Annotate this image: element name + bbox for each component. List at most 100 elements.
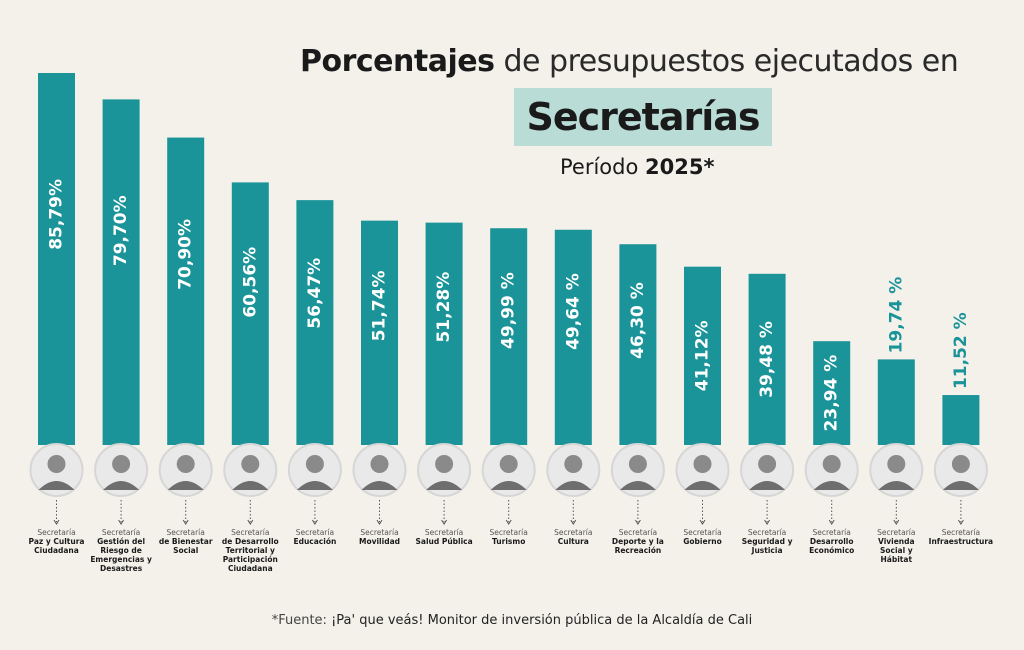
category-prefix-11: Secretaría: [748, 528, 786, 537]
connector-arrow-4: [311, 519, 318, 525]
category-prefix-3: Secretaría: [231, 528, 269, 537]
category-label-3-3: Ciudadana: [228, 564, 273, 573]
category-label-4-0: Educación: [293, 537, 336, 546]
title-highlight-box: [514, 88, 772, 146]
chart-subtitle: Período 2025*: [560, 155, 760, 179]
category-label-1-1: Riesgo de: [100, 546, 141, 555]
value-label-4: 56,47%: [305, 258, 325, 329]
bar-11: [748, 273, 786, 445]
avatar-head-3: [241, 455, 260, 473]
avatar-head-2: [176, 455, 195, 473]
avatar-body-1: [103, 481, 140, 490]
avatar-body-0: [38, 481, 75, 490]
value-label-11: 39,48 %: [757, 321, 777, 398]
source-text: ¡Pa' que veás! Monitor de inversión públ…: [331, 613, 753, 628]
category-label-1-2: Emergencias y: [90, 555, 152, 564]
connector-arrow-10: [699, 519, 706, 525]
title-bold-word: Porcentajes: [300, 44, 495, 79]
bar-9: [619, 244, 657, 445]
value-label-3: 60,56%: [240, 247, 260, 318]
source-prefix: *Fuente:: [271, 613, 332, 628]
category-label-6-0: Salud Pública: [415, 537, 472, 546]
value-label-10: 41,12%: [693, 320, 713, 391]
value-label-12: 23,94 %: [822, 355, 842, 432]
value-label-8: 49,64 %: [563, 273, 583, 350]
category-prefix-6: Secretaría: [425, 528, 463, 537]
avatar-body-5: [361, 481, 398, 490]
bar-13: [877, 359, 915, 445]
category-label-3-2: Participación: [223, 555, 278, 564]
bar-3: [231, 182, 269, 446]
avatar-head-5: [370, 455, 389, 473]
avatar-head-7: [499, 455, 518, 473]
bar-14: [942, 395, 980, 445]
period-label: Período: [560, 155, 646, 179]
connector-arrow-11: [764, 519, 771, 525]
value-label-7: 49,99 %: [499, 272, 519, 349]
category-prefix-2: Secretaría: [167, 528, 205, 537]
connector-arrow-6: [441, 519, 448, 525]
avatar-body-2: [167, 481, 204, 490]
avatar-body-10: [684, 481, 721, 490]
avatar-body-4: [296, 481, 333, 490]
avatar-body-9: [619, 481, 656, 490]
category-label-8-0: Cultura: [558, 537, 589, 546]
category-label-9-0: Deporte y la: [612, 537, 664, 546]
avatar-head-10: [693, 455, 712, 473]
category-label-1-3: Desastres: [100, 564, 143, 573]
category-prefix-13: Secretaría: [877, 528, 915, 537]
category-label-5-0: Movilidad: [359, 537, 400, 546]
category-prefix-14: Secretaría: [942, 528, 980, 537]
title-rest: de presupuestos ejecutados en: [494, 44, 959, 79]
value-label-5: 51,74%: [370, 270, 390, 341]
bar-12: [813, 341, 851, 445]
category-prefix-7: Secretaría: [490, 528, 528, 537]
avatar-body-14: [942, 481, 979, 490]
value-label-1: 79,70%: [111, 195, 131, 266]
category-label-2-1: Social: [173, 546, 198, 555]
avatar-head-0: [47, 455, 66, 473]
category-label-12-0: Desarrollo: [810, 537, 854, 546]
avatar-body-3: [232, 481, 269, 490]
category-prefix-10: Secretaría: [683, 528, 721, 537]
connector-arrow-2: [182, 519, 189, 525]
bar-6: [425, 222, 463, 445]
connector-arrow-14: [957, 519, 964, 525]
connector-arrow-9: [634, 519, 641, 525]
category-prefix-9: Secretaría: [619, 528, 657, 537]
category-prefix-5: Secretaría: [360, 528, 398, 537]
avatar-head-4: [305, 455, 324, 473]
source-footer: *Fuente: ¡Pa' que veás! Monitor de inver…: [0, 613, 1024, 628]
category-label-1-0: Gestión del: [97, 537, 145, 546]
category-prefix-0: Secretaría: [37, 528, 75, 537]
value-label-13: 19,74 %: [886, 277, 906, 354]
category-label-12-1: Económico: [809, 546, 854, 555]
avatar-body-8: [555, 481, 592, 490]
category-label-9-1: Recreación: [615, 546, 662, 555]
avatar-body-12: [813, 481, 850, 490]
bar-2: [167, 137, 205, 446]
bar-1: [102, 99, 140, 445]
bar-7: [490, 228, 528, 445]
category-label-2-0: de Bienestar: [159, 537, 213, 546]
bar-10: [684, 266, 721, 445]
title-secretarias: Secretarías: [526, 95, 760, 139]
avatar-head-6: [435, 455, 454, 473]
value-label-6: 51,28%: [434, 272, 454, 343]
avatar-head-14: [951, 455, 970, 473]
avatar-head-11: [758, 455, 777, 473]
period-year: 2025*: [645, 155, 715, 179]
value-label-2: 70,90%: [176, 219, 196, 290]
bar-4: [296, 200, 334, 445]
avatar-head-9: [628, 455, 647, 473]
category-label-13-2: Hábitat: [881, 555, 913, 564]
category-prefix-4: Secretaría: [296, 528, 334, 537]
category-prefix-12: Secretaría: [813, 528, 851, 537]
category-label-0-1: Ciudadana: [34, 546, 79, 555]
category-label-13-0: Vivienda: [878, 537, 915, 546]
bar-8: [554, 229, 592, 445]
category-label-3-1: Territorial y: [226, 546, 275, 555]
category-prefix-1: Secretaría: [102, 528, 140, 537]
connector-arrow-3: [247, 519, 254, 525]
